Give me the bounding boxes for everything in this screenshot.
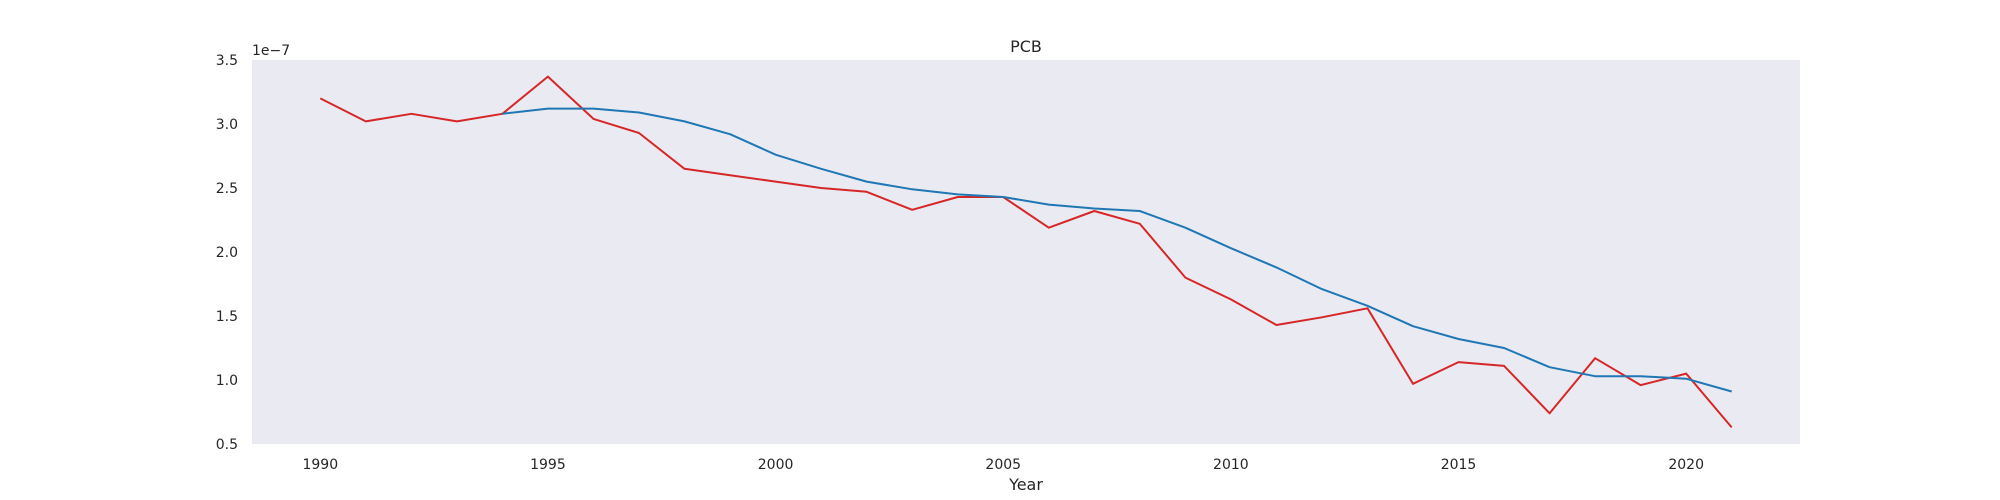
y-tick-label: 2.0: [216, 245, 238, 261]
series-line-0: [319, 75, 1733, 429]
y-tick-label: 1.5: [216, 309, 238, 325]
x-tick-label: 2015: [1441, 457, 1477, 473]
x-tick-label: 2020: [1668, 457, 1704, 473]
x-axis-label: Year: [1008, 475, 1043, 494]
y-tick-label: 1.0: [216, 373, 238, 389]
x-tick-label: 2005: [985, 457, 1021, 473]
plot-area: [252, 60, 1800, 444]
y-tick-label: 2.5: [216, 181, 238, 197]
y-axis-scale-label: 1e−7: [252, 43, 290, 59]
chart-title: PCB: [1010, 37, 1042, 56]
x-axis-ticks: 1990 1995 2000 2005 2010 2015 2020: [302, 457, 1704, 473]
y-tick-label: 3.5: [216, 53, 238, 69]
y-axis-ticks: 0.5 1.0 1.5 2.0 2.5 3.0 3.5: [216, 53, 238, 453]
x-tick-label: 2010: [1213, 457, 1249, 473]
x-tick-label: 1995: [530, 457, 566, 473]
x-tick-label: 2000: [758, 457, 794, 473]
series-line-1: [502, 107, 1732, 393]
x-tick-label: 1990: [302, 457, 338, 473]
y-tick-label: 0.5: [216, 437, 238, 453]
series-layer: [319, 75, 1733, 429]
y-tick-label: 3.0: [216, 117, 238, 133]
